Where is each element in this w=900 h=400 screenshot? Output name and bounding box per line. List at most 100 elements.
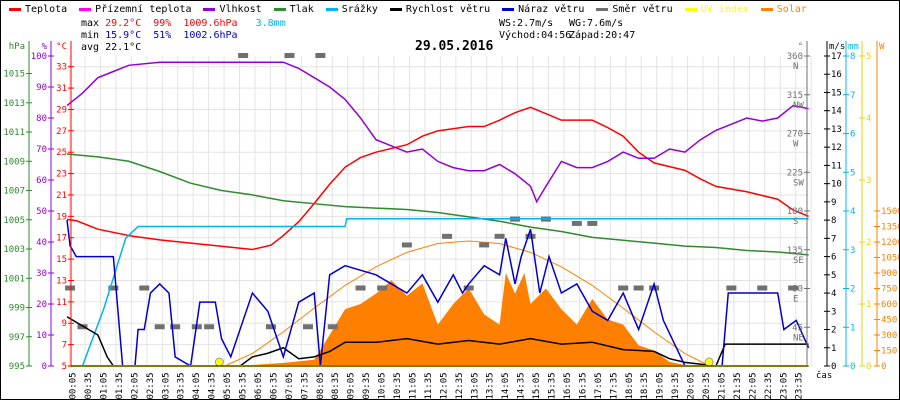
rain-tick-label: 3 [850, 246, 855, 256]
rain-tick-label: 6 [850, 130, 855, 140]
chart-title: 29.05.2016 [415, 39, 494, 54]
direction-compass-label: E [793, 295, 798, 305]
series-tlak [66, 153, 809, 256]
wind-speed-stat: WS:2.7m/s [499, 18, 554, 29]
direction-compass-label: SE [793, 256, 804, 266]
solar-tick-label: 900 [881, 269, 897, 279]
pressure-tick-label: 999 [9, 304, 25, 314]
x-tick-label: 23:35 [795, 372, 805, 399]
sunrise-marker [214, 357, 224, 367]
x-tick-label: 19:35 [671, 372, 681, 399]
pressure-tick-label: 1001 [3, 274, 25, 284]
wind-direction-mark [788, 285, 799, 291]
direction-tick-label: 360 [787, 52, 803, 62]
wind-tick-label: 1 [831, 344, 836, 354]
x-tick-label: 10:35 [393, 372, 403, 399]
legend-item: Vlhkost [203, 4, 262, 15]
pressure-tick-label: 1003 [3, 245, 25, 255]
pressure-tick-label: 995 [9, 362, 25, 372]
temperature-tick-label: 21 [56, 191, 67, 201]
x-tick-label: 05:05 [223, 372, 233, 399]
legend-item: Solar [760, 4, 807, 15]
x-tick-label: 01:35 [115, 372, 125, 399]
x-tick-label: 16:05 [563, 372, 573, 399]
wind-direction-mark [65, 285, 76, 291]
legend-item: Teplota [9, 4, 67, 15]
x-tick-label: 08:05 [316, 372, 326, 399]
wind-tick-label: 14 [831, 107, 842, 117]
x-tick-label: 15:35 [548, 372, 558, 399]
x-tick-label: 21:05 [717, 372, 727, 399]
temperature-tick-label: 31 [56, 84, 67, 94]
uv-tick-label: 5 [866, 52, 871, 62]
temperature-tick-label: 25 [56, 148, 67, 158]
x-tick-label: 00:05 [69, 372, 79, 399]
temperature-tick-label: 23 [56, 170, 67, 180]
wind-direction-mark [108, 285, 119, 291]
wind-tick-label: 4 [831, 289, 836, 299]
x-tick-label: 00:35 [84, 372, 94, 399]
wind-direction-mark [479, 242, 490, 248]
x-tick-label: 13:05 [470, 372, 480, 399]
uv-tick-label: 1 [866, 300, 871, 310]
temperature-tick-label: 5 [62, 362, 67, 372]
direction-compass-label: N [793, 62, 798, 72]
humidity-tick-label: 100 [31, 52, 47, 62]
x-tick-label: 03:35 [177, 372, 187, 399]
x-tick-label: 14:05 [501, 372, 511, 399]
x-tick-label: 09:35 [362, 372, 372, 399]
rain-tick-label: 7 [850, 91, 855, 101]
wind-tick-label: 0 [831, 362, 836, 372]
direction-tick-label: 315 [787, 91, 803, 101]
wind-tick-label: 9 [831, 198, 836, 208]
temperature-unit-label: °C [56, 42, 67, 52]
x-tick-label: 14:35 [517, 372, 527, 399]
wind-tick-label: 6 [831, 253, 836, 263]
series-náraz-větru [66, 220, 810, 368]
x-tick-label: 18:35 [640, 372, 650, 399]
temperature-tick-label: 11 [56, 298, 67, 308]
x-tick-label: 06:35 [269, 372, 279, 399]
solar-tick-label: 1500 [881, 207, 900, 217]
legend-item: Směr větru [596, 4, 673, 15]
legend-item: Přízemní teplota [79, 4, 191, 15]
x-tick-label: 23:05 [779, 372, 789, 399]
solar-tick-label: 1050 [881, 254, 900, 264]
x-tick-label: 22:05 [748, 372, 758, 399]
uv-tick-label: 4 [866, 114, 871, 124]
x-tick-label: 20:35 [702, 372, 712, 399]
direction-unit-label: ° [798, 42, 803, 52]
stats-min: min 15.9°C 51% 1002.6hPa [81, 30, 238, 41]
x-tick-label: 06:05 [254, 372, 264, 399]
pressure-tick-label: 1011 [3, 128, 25, 138]
x-tick-label: 11:05 [408, 372, 418, 399]
direction-compass-label: SW [793, 178, 804, 188]
direction-compass-label: S [793, 217, 798, 227]
wind-tick-label: 3 [831, 307, 836, 317]
x-tick-label: 08:35 [331, 372, 341, 399]
pressure-tick-label: 1009 [3, 157, 25, 167]
x-tick-label: 11:35 [424, 372, 434, 399]
stats-avg: avg 22.1°C [81, 42, 142, 53]
wind-direction-mark [726, 285, 737, 291]
wind-tick-label: 8 [831, 216, 836, 226]
wind-direction-mark [327, 324, 338, 330]
wind-direction-mark [315, 53, 326, 58]
rain-tick-label: 0 [850, 362, 855, 372]
solar-unit-label: W [879, 42, 885, 52]
sunrise-stat: Východ:04:56 [499, 30, 572, 41]
x-tick-label: 18:05 [625, 372, 635, 399]
direction-tick-label: 180 [787, 207, 803, 217]
solar-tick-label: 1350 [881, 223, 900, 233]
x-tick-label: 22:35 [764, 372, 774, 399]
temperature-tick-label: 17 [56, 234, 67, 244]
x-tick-label: 21:35 [733, 372, 743, 399]
wind-direction-mark [204, 324, 215, 330]
humidity-tick-label: 10 [36, 331, 47, 341]
uv-tick-label: 3 [866, 176, 871, 186]
wind-direction-mark [377, 285, 388, 291]
x-tick-label: 01:05 [99, 372, 109, 399]
x-axis-label: čas [816, 370, 832, 381]
